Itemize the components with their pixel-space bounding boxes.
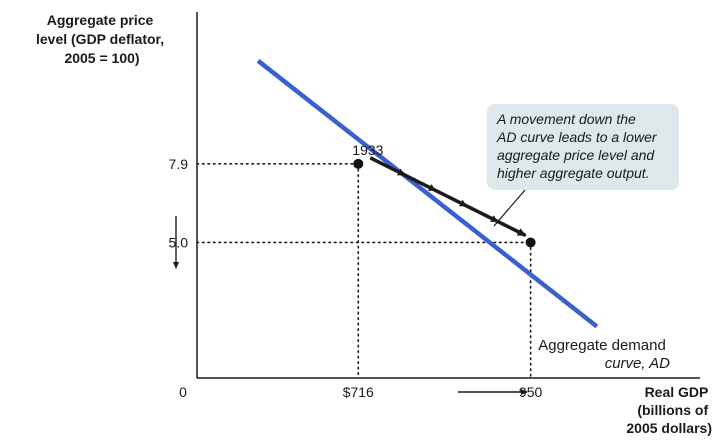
x-axis-title-line: 2005 dollars) — [626, 420, 712, 436]
curve-label-line: curve, AD — [605, 355, 670, 372]
y-tick-label: 5.0 — [169, 234, 189, 250]
x-tick-label: $716 — [343, 384, 374, 400]
y-axis-title-line: level (GDP deflator, — [36, 31, 164, 47]
y-axis-title-line: Aggregate price — [47, 12, 154, 28]
annotation-line: higher aggregate output. — [497, 165, 650, 181]
annotation-line: AD curve leads to a lower — [496, 129, 658, 145]
annotation-line: aggregate price level and — [497, 147, 655, 163]
data-point — [353, 158, 364, 169]
point-label: 1933 — [352, 142, 383, 158]
movement-along-curve-arrow — [369, 156, 527, 238]
x-axis-title-line: Real GDP — [645, 384, 709, 400]
data-points: 1933 — [352, 142, 536, 248]
guide-lines — [196, 163, 532, 379]
movement-arrow-line — [369, 156, 527, 238]
data-point — [525, 237, 536, 248]
curve-label: Aggregate demand curve, AD — [538, 337, 670, 372]
origin-label: 0 — [179, 384, 187, 400]
annotation-text: A movement down the AD curve leads to a … — [496, 111, 660, 181]
y-axis-title-line: 2005 = 100) — [64, 50, 139, 66]
tick-labels: $716 950 7.9 5.0 — [169, 156, 543, 400]
curve-label-line: Aggregate demand — [538, 337, 666, 354]
annotation-line: A movement down the — [496, 111, 636, 127]
x-axis-title: Real GDP (billions of 2005 dollars) — [626, 384, 712, 436]
x-tick-label: 950 — [519, 384, 543, 400]
annotation-box — [487, 104, 679, 190]
annotation-pointer — [493, 189, 526, 227]
aggregate-demand-curve — [256, 59, 599, 329]
y-tick-label: 7.9 — [169, 156, 189, 172]
x-axis-title-line: (billions of — [637, 402, 708, 418]
y-axis-title: Aggregate price level (GDP deflator, 200… — [36, 12, 168, 66]
